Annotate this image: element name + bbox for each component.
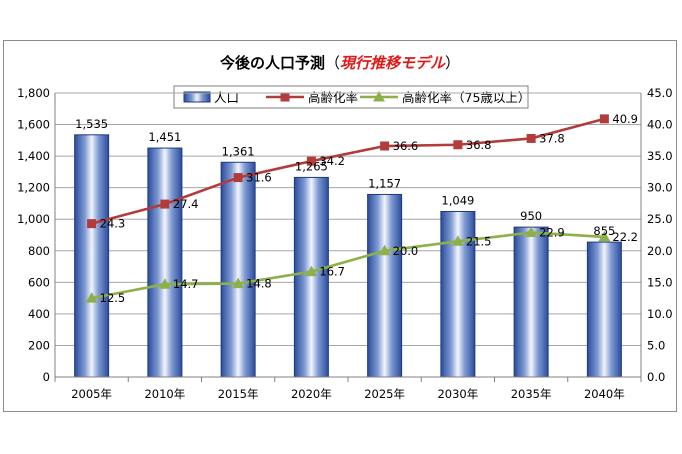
y-left-tick-label: 1,200 xyxy=(17,181,50,195)
line-value-label: 34.2 xyxy=(319,154,345,168)
chart-title: 今後の人口予測（現行推移モデル） xyxy=(219,54,460,72)
y-left-tick-label: 1,600 xyxy=(17,118,50,132)
line-value-label: 16.7 xyxy=(319,265,345,279)
line-value-label: 14.8 xyxy=(246,277,272,291)
line-value-label: 40.9 xyxy=(612,112,638,126)
chart-frame: 今後の人口予測（現行推移モデル） 人口 高齢化率 高齢化率（75歳以上） 0 200 4… xyxy=(3,40,677,412)
series-marker xyxy=(453,140,463,150)
x-tick-label: 2030年 xyxy=(437,387,478,401)
y-left-tick-label: 800 xyxy=(28,244,50,258)
series-marker xyxy=(160,199,170,209)
y-right-tick-label: 0.0 xyxy=(647,370,665,384)
bar-value-label: 1,265 xyxy=(295,159,328,173)
y-right-tick-label: 20.0 xyxy=(647,244,673,258)
bar xyxy=(293,176,329,378)
line-value-label: 31.6 xyxy=(246,171,272,185)
y-right-tick-label: 25.0 xyxy=(647,212,673,226)
series-marker xyxy=(306,156,316,166)
bar-value-label: 1,361 xyxy=(222,144,255,158)
series-line xyxy=(91,231,605,300)
series-marker xyxy=(380,141,390,151)
chart: 今後の人口予測（現行推移モデル） 人口 高齢化率 高齢化率（75歳以上） 0 200 4… xyxy=(17,54,673,401)
y-right-tick-label: 35.0 xyxy=(647,149,673,163)
legend-marker xyxy=(280,92,290,102)
axes: 0 200 400 600 800 1,000 1,200 1,400 1,600 1,800 0.… xyxy=(17,86,673,401)
x-tick-label: 2015年 xyxy=(218,387,259,401)
legend-label: 高齢化率（75歳以上） xyxy=(402,90,530,105)
y-left-tick-label: 1,800 xyxy=(17,86,50,100)
chart-title-main: 今後の人口予測 xyxy=(219,54,325,72)
y-left-tick-label: 200 xyxy=(28,338,50,352)
line-value-label: 27.4 xyxy=(173,197,199,211)
bar-value-label: 1,535 xyxy=(75,117,108,131)
series-marker xyxy=(378,244,391,256)
chart-title-close: ） xyxy=(445,54,460,72)
y-right-tick-label: 30.0 xyxy=(647,181,673,195)
line-series xyxy=(85,114,611,303)
line-value-label: 37.8 xyxy=(539,131,565,145)
series-marker xyxy=(525,226,538,237)
chart-title-open: （ xyxy=(325,54,340,72)
legend-bar-swatch xyxy=(183,91,211,103)
y-left-tick-label: 600 xyxy=(28,275,50,289)
series-marker xyxy=(599,114,609,124)
chart-title-sub: 現行推移モデル xyxy=(340,54,446,72)
y-left-tick-label: 1,000 xyxy=(17,212,50,226)
y-right-tick-label: 15.0 xyxy=(647,275,673,289)
bar-value-label: 1,451 xyxy=(148,130,181,144)
series-marker xyxy=(305,265,318,277)
y-left-tick-label: 400 xyxy=(28,307,50,321)
series-marker xyxy=(232,277,245,289)
legend-label: 人口 xyxy=(214,90,239,105)
bar xyxy=(367,193,403,378)
series-marker xyxy=(87,219,97,229)
data-labels: 1,535 1,451 1,361 1,265 1,157 1,049 950 855 24.3… xyxy=(75,112,638,305)
series-marker xyxy=(526,133,536,143)
bar-value-label: 950 xyxy=(520,209,542,223)
y-right-tick-label: 10.0 xyxy=(647,307,673,321)
series-line xyxy=(91,117,605,225)
line-value-label: 12.5 xyxy=(100,291,126,305)
bar xyxy=(74,134,110,378)
legend-label: 高齢化率 xyxy=(308,90,358,105)
x-tick-label: 2025年 xyxy=(364,387,405,401)
x-tick-label: 2040年 xyxy=(584,387,625,401)
y-right-tick-label: 5.0 xyxy=(647,338,665,352)
series-marker xyxy=(598,230,611,242)
y-left-tick-label: 0 xyxy=(43,370,50,384)
y-right-tick-label: 45.0 xyxy=(647,86,673,100)
series-marker xyxy=(158,278,171,289)
line-value-label: 24.3 xyxy=(100,217,126,231)
legend-marker xyxy=(373,91,385,102)
bar xyxy=(220,161,256,378)
series-marker xyxy=(85,292,98,303)
line-value-label: 14.7 xyxy=(173,277,199,291)
bar-value-label: 1,049 xyxy=(441,193,474,207)
series-marker xyxy=(451,235,464,246)
x-tick-label: 2035年 xyxy=(511,387,552,401)
bar-value-label: 855 xyxy=(593,224,615,238)
bar xyxy=(147,147,183,378)
x-tick-label: 2005年 xyxy=(71,387,112,401)
line-value-label: 36.8 xyxy=(466,138,492,152)
legend-box xyxy=(173,85,529,109)
bar xyxy=(586,241,622,378)
line-value-label: 36.6 xyxy=(393,139,419,153)
x-tick-label: 2010年 xyxy=(144,387,185,401)
line-value-label: 22.9 xyxy=(539,225,565,239)
line-value-label: 20.0 xyxy=(393,244,419,258)
line-value-label: 21.5 xyxy=(466,234,492,248)
x-tick-label: 2020年 xyxy=(291,387,332,401)
y-left-tick-label: 1,400 xyxy=(17,149,50,163)
y-right-tick-label: 40.0 xyxy=(647,118,673,132)
series-marker xyxy=(233,173,243,183)
line-value-label: 22.2 xyxy=(612,230,638,244)
legend: 人口 高齢化率 高齢化率（75歳以上） xyxy=(173,85,530,109)
bar xyxy=(513,226,549,378)
bar-value-label: 1,157 xyxy=(368,176,401,190)
bar-series xyxy=(74,134,622,378)
